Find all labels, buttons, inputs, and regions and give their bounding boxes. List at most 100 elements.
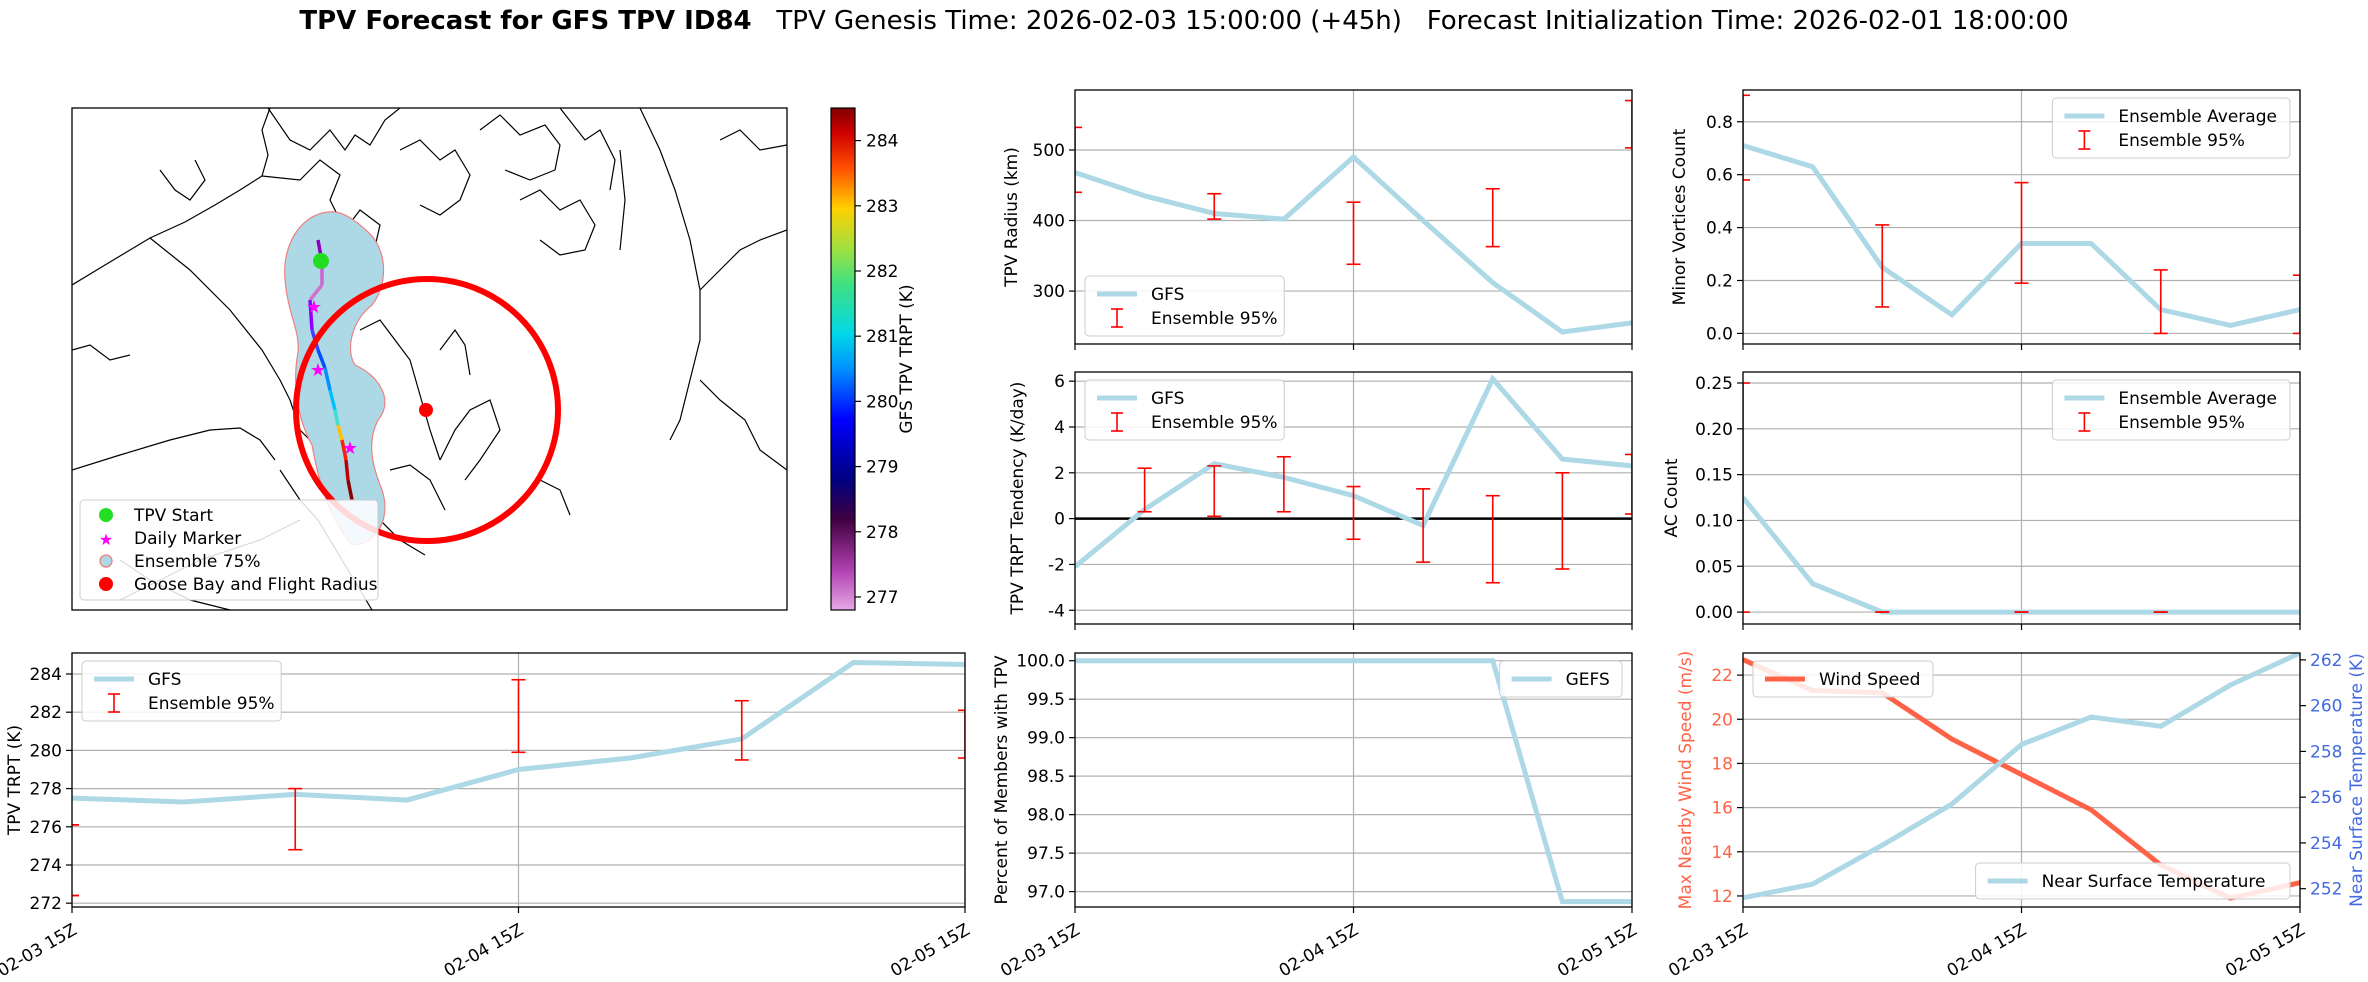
wind_temp-xtick-label: 02-03 15Z bbox=[1665, 920, 1751, 981]
minor-legend-label: Ensemble 95% bbox=[2118, 131, 2245, 151]
temp-legend: Near Surface Temperature bbox=[1975, 862, 2291, 900]
colorbar-tick-label: 277 bbox=[866, 588, 898, 608]
trpt-errorbar bbox=[958, 709, 965, 759]
legend-start-symbol bbox=[99, 508, 113, 522]
tendency-ytick-label: 2 bbox=[1054, 464, 1065, 484]
trpt-ytick-label: 276 bbox=[30, 818, 62, 838]
percent-ytick-label: 99.5 bbox=[1027, 690, 1065, 710]
radius-ytick-label: 500 bbox=[1033, 141, 1065, 161]
trpt-xtick-label: 02-03 15Z bbox=[0, 920, 81, 981]
trpt-ytick-label: 284 bbox=[30, 665, 62, 685]
map-legend-label: Daily Marker bbox=[134, 529, 241, 549]
wind_temp-ytick2-label: 252 bbox=[2310, 880, 2342, 900]
map-coastline bbox=[719, 129, 787, 151]
legend-ensemble-symbol bbox=[99, 554, 113, 568]
ac-frame bbox=[1742, 371, 2301, 625]
radius-errorbar bbox=[1346, 201, 1361, 266]
percent-xtick-label: 02-04 15Z bbox=[1276, 920, 1362, 981]
ac-legend-label: Ensemble 95% bbox=[2118, 413, 2245, 433]
map-coastline bbox=[389, 464, 446, 511]
wind_temp-xtick-label: 02-05 15Z bbox=[2222, 920, 2308, 981]
ac-ylabel: AC Count bbox=[1662, 458, 1682, 537]
radius-ytick-label: 400 bbox=[1033, 212, 1065, 232]
ac-ytick-label: 0.00 bbox=[1695, 603, 1733, 623]
trpt-errorbar bbox=[288, 787, 303, 851]
radius-legend-label: GFS bbox=[1151, 285, 1184, 305]
colorbar-tick-label: 278 bbox=[866, 523, 898, 543]
tendency-panel: -4 -2 0 2 4 6 TPV TRPT Tendency (K/day) GFS Ense… bbox=[1008, 371, 1633, 630]
map-coastline bbox=[72, 344, 131, 361]
ac-ytick-label: 0.15 bbox=[1695, 466, 1733, 486]
trpt-errorbar bbox=[734, 699, 749, 761]
daily-marker: ★ bbox=[306, 297, 322, 318]
tendency-legend-box bbox=[1084, 379, 1285, 441]
colorbar-label: GFS TPV TRPT (K) bbox=[897, 284, 917, 433]
percent-panel: 97.0 97.5 98.0 98.5 99.0 99.5 100.0 02-03 15Z 02… bbox=[992, 652, 1641, 982]
track-segment bbox=[336, 424, 344, 441]
map-coastline bbox=[619, 149, 626, 251]
ac-ytick-label: 0.20 bbox=[1695, 420, 1733, 440]
tendency-errorbar bbox=[1625, 453, 1632, 515]
wind_temp-ytick2-label: 260 bbox=[2310, 697, 2342, 717]
colorbar-tick-label: 281 bbox=[866, 327, 898, 347]
colorbar-tick-label: 283 bbox=[866, 197, 898, 217]
track-segment bbox=[308, 283, 324, 302]
goose-bay-point bbox=[419, 403, 433, 417]
title-init: Forecast Initialization Time: 2026-02-01… bbox=[1426, 6, 2069, 36]
wind-legend-label: Wind Speed bbox=[1819, 670, 1920, 690]
percent-ytick-label: 98.0 bbox=[1027, 806, 1065, 826]
title-bold: TPV Forecast for GFS TPV ID84 bbox=[299, 6, 752, 36]
minor-ylabel: Minor Vortices Count bbox=[1670, 128, 1690, 305]
map-coastline bbox=[159, 159, 206, 201]
map-coastline bbox=[699, 379, 787, 471]
trpt-ylabel: TPV TRPT (K) bbox=[5, 725, 25, 836]
trpt-errorbar bbox=[511, 678, 526, 754]
goose-bay-radius-circle bbox=[293, 276, 561, 544]
minor-frame bbox=[1742, 89, 2301, 345]
radius-ytick-label: 300 bbox=[1033, 282, 1065, 302]
radius-errorbar bbox=[1207, 192, 1222, 220]
map-coastline bbox=[72, 427, 276, 471]
percent-xtick-label: 02-03 15Z bbox=[997, 920, 1083, 981]
tendency-errorbar bbox=[1346, 485, 1361, 541]
figure-title: TPV Forecast for GFS TPV ID84 TPV Genesi… bbox=[0, 6, 2368, 36]
track-segment bbox=[308, 299, 314, 331]
trpt-frame bbox=[71, 652, 966, 908]
minor-ytick-label: 0.2 bbox=[1706, 272, 1733, 292]
trpt-xtick-label: 02-05 15Z bbox=[887, 920, 973, 981]
map-coastline bbox=[72, 108, 271, 286]
tendency-legend: GFS Ensemble 95% bbox=[1084, 379, 1285, 441]
map-coastline bbox=[439, 399, 501, 481]
temp-legend-box bbox=[1975, 862, 2291, 900]
trpt-ytick-label: 278 bbox=[30, 780, 62, 800]
radius-errorbar bbox=[1625, 99, 1632, 149]
trpt-ytick-label: 274 bbox=[30, 856, 62, 876]
wind_temp-ytick2-label: 258 bbox=[2310, 742, 2342, 762]
radius-errorbar bbox=[1485, 187, 1500, 248]
trpt-xtick-label: 02-04 15Z bbox=[441, 920, 527, 981]
radius-legend-label: Ensemble 95% bbox=[1151, 309, 1278, 329]
map-coastline bbox=[267, 108, 401, 152]
map-legend-label: Ensemble 75% bbox=[134, 552, 261, 572]
tendency-ytick-label: -2 bbox=[1048, 555, 1065, 575]
ac-legend-box bbox=[2051, 379, 2291, 441]
wind_temp-ylabel: Max Nearby Wind Speed (m/s) bbox=[1676, 651, 1696, 910]
tendency-errorbar bbox=[1485, 494, 1500, 584]
ac-ytick-label: 0.10 bbox=[1695, 511, 1733, 531]
ac-ytick-label: 0.05 bbox=[1695, 557, 1733, 577]
tendency-ytick-label: 4 bbox=[1054, 418, 1065, 438]
radius-legend-box bbox=[1084, 275, 1285, 337]
minor-ytick-label: 0.0 bbox=[1706, 324, 1733, 344]
radius-ylabel: TPV Radius (km) bbox=[1002, 147, 1022, 288]
trpt-ytick-label: 282 bbox=[30, 703, 62, 723]
map-coastline bbox=[699, 229, 787, 291]
colorbar-tick-label: 284 bbox=[866, 132, 898, 152]
track-segment bbox=[328, 389, 337, 411]
wind_temp-ytick-label: 16 bbox=[1711, 799, 1733, 819]
ac-legend: Ensemble Average Ensemble 95% bbox=[2051, 379, 2291, 441]
percent-ytick-label: 100.0 bbox=[1016, 652, 1065, 672]
minor-ytick-label: 0.4 bbox=[1706, 219, 1733, 239]
track-segment bbox=[344, 459, 350, 481]
legend-daily-symbol: ★ bbox=[99, 530, 113, 549]
